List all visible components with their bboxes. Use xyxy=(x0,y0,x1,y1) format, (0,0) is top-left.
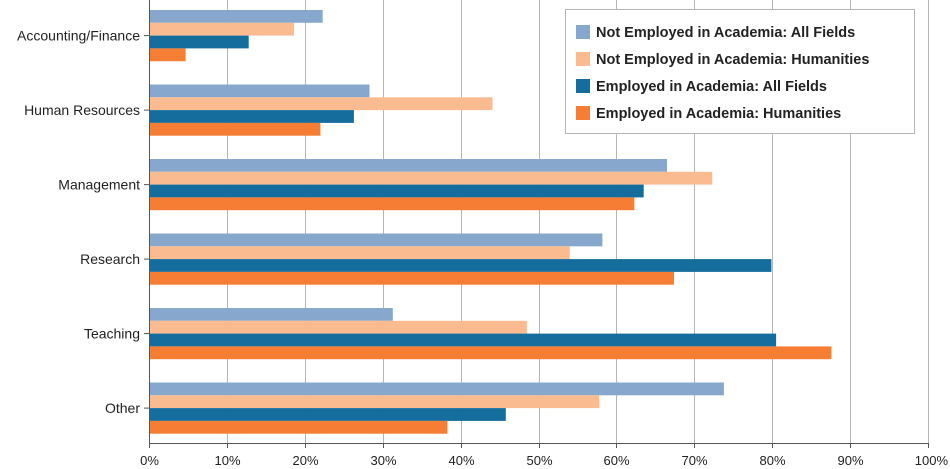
bar xyxy=(149,48,186,62)
x-tick-label: 70% xyxy=(681,453,707,468)
bar xyxy=(149,271,674,285)
legend-swatch xyxy=(576,106,590,120)
category-label: Teaching xyxy=(84,326,140,342)
bar xyxy=(149,320,527,334)
x-tick-label: 10% xyxy=(214,453,240,468)
bar xyxy=(149,333,777,347)
bar xyxy=(149,122,321,136)
bar xyxy=(149,171,713,185)
x-tick-label: 100% xyxy=(915,453,949,468)
category-label: Accounting/Finance xyxy=(17,28,140,44)
axes: 0% 10% 20% 30% 40% 50% 60% 70% 80% 90% 100% Account… xyxy=(17,0,948,468)
bar xyxy=(149,408,506,421)
bar xyxy=(149,97,493,111)
category-label: Research xyxy=(80,251,140,267)
x-tick-label: 50% xyxy=(526,453,552,468)
bar xyxy=(149,259,772,272)
legend-box xyxy=(565,9,915,134)
legend: Not Employed in Academia: All Fields Not … xyxy=(565,9,915,134)
bar xyxy=(149,22,294,36)
bar xyxy=(149,246,570,260)
bar xyxy=(149,395,600,409)
bar xyxy=(149,10,323,23)
x-tick-label: 20% xyxy=(292,453,318,468)
legend-label: Employed in Academia: Humanities xyxy=(596,106,841,122)
category-label: Other xyxy=(105,400,140,416)
legend-label: Not Employed in Academia: All Fields xyxy=(596,25,855,41)
bar xyxy=(149,110,354,123)
bar xyxy=(149,35,249,49)
bar xyxy=(149,84,370,98)
bar xyxy=(149,346,832,360)
legend-swatch xyxy=(576,25,590,39)
x-tick-label: 40% xyxy=(448,453,474,468)
x-tick-label: 30% xyxy=(370,453,396,468)
category-label: Human Resources xyxy=(24,102,140,118)
bars xyxy=(149,10,832,434)
bar xyxy=(149,197,635,211)
bar xyxy=(149,159,667,172)
bar xyxy=(149,233,603,247)
legend-label: Employed in Academia: All Fields xyxy=(596,79,827,95)
bar xyxy=(149,184,644,198)
legend-swatch xyxy=(576,52,590,66)
legend-label: Not Employed in Academia: Humanities xyxy=(596,52,869,68)
x-tick-label: 0% xyxy=(140,453,159,468)
category-label: Management xyxy=(58,177,140,193)
x-tick-label: 80% xyxy=(759,453,785,468)
x-tick-label: 60% xyxy=(603,453,629,468)
bar xyxy=(149,308,393,321)
x-tick-label: 90% xyxy=(837,453,863,468)
legend-swatch xyxy=(576,79,590,93)
bar xyxy=(149,420,448,434)
bar xyxy=(149,382,724,396)
